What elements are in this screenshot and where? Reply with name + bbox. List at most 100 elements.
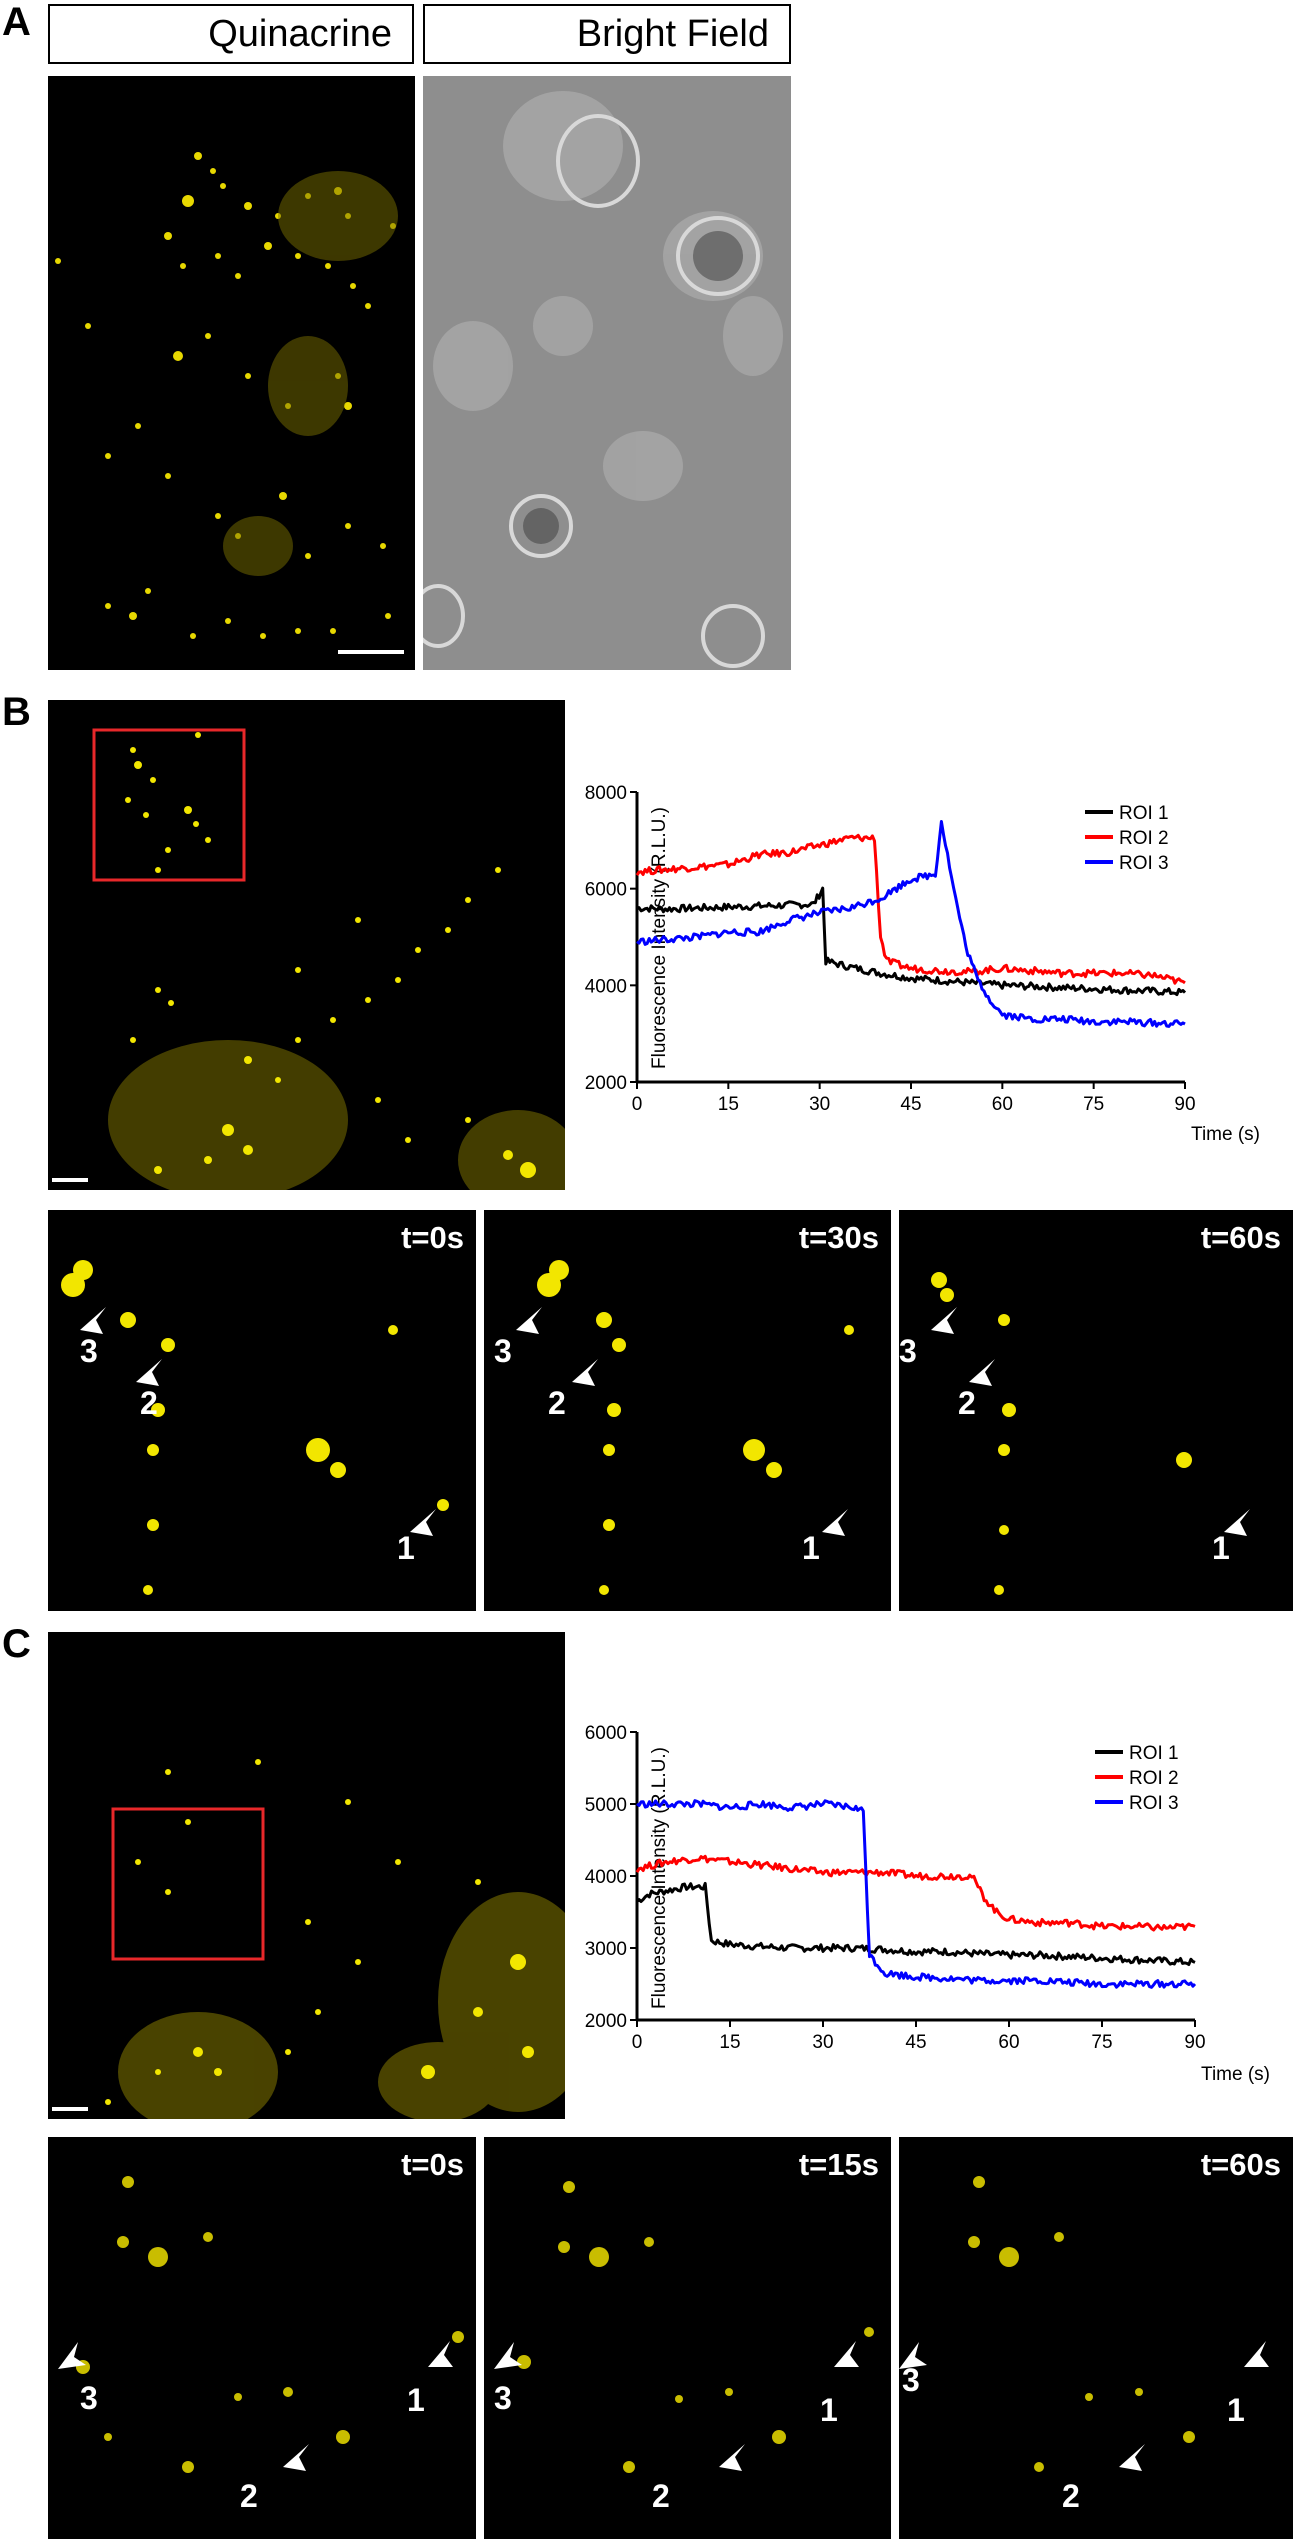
series-line-roi-3 (636, 1799, 1197, 1989)
panel-b-legend: ROI 1 ROI 2 ROI 3 (1085, 803, 1169, 874)
panel-c-y-axis-label: Fluorescence Intensity (R.L.U.) (649, 1747, 670, 2009)
panel-b-axes: 2000 4000 6000 8000 0 15 30 45 60 75 90 (585, 783, 1196, 1115)
x-tick-label: 15 (718, 1094, 739, 1115)
legend-label: ROI 1 (1119, 803, 1169, 824)
panel-c-chart: Fluorescence Intensity (R.L.U.) Time (s)… (585, 1723, 1270, 2085)
y-tick-label: 5000 (585, 1795, 627, 1816)
panel-c-x-axis-label: Time (s) (1201, 2064, 1270, 2085)
panel-c-crop-t60-puncta (968, 2176, 1195, 2472)
panel-c-crop-t60: t=60s (899, 2137, 1293, 2539)
panel-b-roi-2-label: 2 (958, 1385, 976, 1421)
arrowhead-icon (1119, 2444, 1145, 2471)
panel-c-crop-t15: t=15s (484, 2137, 891, 2539)
quinacrine-image (48, 76, 415, 670)
panel-b-overview-puncta (52, 728, 565, 1190)
panel-c-roi-2-label: 2 (240, 2478, 258, 2514)
arrowhead-icon (516, 1307, 542, 1334)
arrowhead-icon (136, 1359, 162, 1386)
y-tick-label: 8000 (585, 783, 627, 804)
legend-label: ROI 3 (1129, 1793, 1179, 1814)
panel-c-roi-2-label: 2 (652, 2478, 670, 2514)
arrowhead-icon (572, 1359, 598, 1386)
series-line-roi-1 (636, 886, 1187, 997)
panel-c-roi-3-label: 3 (80, 2380, 98, 2416)
panel-b-roi-1-label: 1 (397, 1530, 415, 1566)
panel-b-x-axis-label: Time (s) (1191, 1124, 1260, 1145)
series-line-roi-2 (635, 1854, 1196, 1932)
quinacrine-header: Quinacrine (48, 4, 414, 64)
panel-c-timepoint-t0: t=0s (401, 2147, 464, 2182)
series-line-roi-3 (636, 820, 1186, 1028)
panel-b-timepoint-t30: t=30s (798, 1220, 879, 1255)
panel-b-crop-t60-puncta (931, 1272, 1192, 1595)
scale-bar (52, 1178, 88, 1182)
panel-label-a: A (2, 0, 31, 44)
panel-label-b: B (2, 690, 31, 734)
panel-b-series (635, 820, 1187, 1028)
panel-c-timepoint-t15: t=15s (798, 2147, 879, 2182)
scale-bar (338, 650, 404, 654)
panel-b-roi-1-label: 1 (1212, 1530, 1230, 1566)
panel-b-roi-2-label: 2 (140, 1385, 158, 1421)
panel-c-roi-1-label: 1 (1227, 2392, 1245, 2428)
bright-field-header: Bright Field (423, 4, 791, 64)
panel-b-crop-t30: t=30s (484, 1210, 891, 1611)
x-tick-label: 15 (719, 2032, 740, 2053)
x-tick-label: 0 (632, 2032, 643, 2053)
arrowhead-icon (58, 2342, 86, 2369)
panel-c-roi-3-label: 3 (494, 2380, 512, 2416)
panel-c-crop-t15-puncta (517, 2181, 874, 2473)
panel-c-timepoint-t60: t=60s (1200, 2147, 1281, 2182)
arrowhead-icon (822, 1509, 848, 1536)
arrowhead-icon (1244, 2341, 1269, 2367)
legend-label: ROI 2 (1129, 1768, 1179, 1789)
x-tick-label: 60 (992, 1094, 1013, 1115)
panel-b-roi-3-label: 3 (899, 1333, 917, 1369)
panel-b-timepoint-t60: t=60s (1200, 1220, 1281, 1255)
arrowhead-icon (931, 1307, 957, 1334)
series-line-roi-2 (635, 833, 1186, 985)
y-tick-label: 2000 (585, 2011, 627, 2032)
panel-b-crop-t60: t=60s (899, 1210, 1293, 1611)
x-tick-label: 30 (812, 2032, 833, 2053)
y-tick-label: 6000 (585, 880, 627, 901)
legend-label: ROI 1 (1129, 1743, 1179, 1764)
bright-field-image (423, 76, 791, 670)
arrowhead-icon (969, 1359, 995, 1386)
arrowhead-icon (834, 2341, 859, 2367)
panel-b-crop-t0-puncta (61, 1260, 449, 1595)
panel-b-roi-2-label: 2 (548, 1385, 566, 1421)
panel-b-overview-image (48, 700, 565, 1190)
arrowhead-icon (899, 2342, 927, 2369)
arrowhead-icon (80, 1307, 106, 1334)
y-tick-label: 2000 (585, 1073, 627, 1094)
x-tick-label: 60 (998, 2032, 1019, 2053)
panel-label-c: C (2, 1622, 31, 1666)
panel-c-roi-2-label: 2 (1062, 2478, 1080, 2514)
panel-c-overview-puncta (52, 1759, 565, 2119)
x-tick-label: 0 (632, 1094, 643, 1115)
panel-b-roi-3-label: 3 (494, 1333, 512, 1369)
panel-c-legend: ROI 1 ROI 2 ROI 3 (1095, 1743, 1179, 1814)
x-tick-label: 75 (1083, 1094, 1104, 1115)
roi-box (111, 1807, 265, 1961)
panel-c-roi-1-label: 1 (407, 2382, 425, 2418)
y-tick-label: 6000 (585, 1723, 627, 1744)
bright-field-cells (423, 76, 791, 670)
panel-b-crop-t30-puncta (537, 1260, 854, 1595)
legend-label: ROI 3 (1119, 853, 1169, 874)
panel-b-crop-t0: t=0s (48, 1210, 476, 1611)
legend-label: ROI 2 (1119, 828, 1169, 849)
y-tick-label: 4000 (585, 976, 627, 997)
arrowhead-icon (494, 2342, 522, 2369)
panel-c-overview-image (48, 1632, 565, 2119)
panel-c-roi-3-label: 3 (902, 2362, 920, 2398)
arrowhead-icon (719, 2444, 745, 2471)
panel-c-roi-arrows (58, 2341, 1269, 2471)
panel-b-roi-arrows (80, 1307, 1250, 1536)
quinacrine-puncta (55, 152, 404, 654)
y-tick-label: 3000 (585, 1939, 627, 1960)
panel-b-timepoint-t0: t=0s (401, 1220, 464, 1255)
arrowhead-icon (428, 2341, 453, 2367)
panel-c-roi-1-label: 1 (820, 2392, 838, 2428)
